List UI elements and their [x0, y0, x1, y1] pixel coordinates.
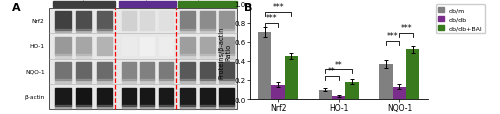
Bar — [55, 62, 70, 81]
Bar — [49, 9, 236, 109]
Bar — [55, 105, 70, 109]
Bar — [96, 88, 112, 106]
Bar — [180, 29, 195, 33]
Text: B: B — [244, 3, 252, 13]
Bar — [332, 96, 345, 99]
Bar — [346, 82, 359, 99]
Bar — [96, 29, 112, 33]
Bar — [220, 62, 234, 81]
Bar — [380, 64, 392, 99]
Bar — [96, 62, 112, 81]
Bar — [140, 12, 154, 30]
Bar — [76, 88, 92, 106]
Bar — [220, 80, 234, 83]
Text: **: ** — [335, 60, 342, 69]
Bar — [140, 105, 154, 109]
Bar — [159, 80, 174, 83]
Bar — [96, 80, 112, 83]
Bar — [140, 37, 154, 56]
Text: db/db: db/db — [138, 0, 156, 1]
Bar — [76, 12, 92, 30]
Y-axis label: Proteins/β-actin
Ratio: Proteins/β-actin Ratio — [218, 26, 232, 78]
Bar — [220, 88, 234, 106]
Text: HO-1: HO-1 — [30, 44, 44, 49]
Bar — [76, 62, 92, 81]
Bar — [220, 105, 234, 109]
Bar — [180, 80, 195, 83]
Bar — [159, 105, 174, 109]
Bar — [96, 37, 112, 56]
Text: β-actin: β-actin — [24, 94, 44, 99]
Bar — [55, 12, 70, 30]
Bar — [220, 37, 234, 56]
Bar — [76, 105, 92, 109]
Text: ***: *** — [266, 14, 277, 23]
Bar — [122, 37, 136, 56]
Bar — [200, 55, 214, 58]
Bar — [180, 55, 195, 58]
Bar — [140, 80, 154, 83]
Bar — [122, 80, 136, 83]
Bar — [96, 12, 112, 30]
Bar — [180, 105, 195, 109]
Bar — [220, 55, 234, 58]
Bar — [285, 57, 298, 99]
Text: NQO-1: NQO-1 — [25, 69, 44, 74]
Text: A: A — [12, 3, 21, 13]
Bar — [159, 62, 174, 81]
Legend: db/m, db/db, db/db+BAI: db/m, db/db, db/db+BAI — [436, 5, 485, 34]
Bar — [200, 37, 214, 56]
Bar — [159, 88, 174, 106]
Bar — [200, 62, 214, 81]
Bar — [55, 29, 70, 33]
Bar — [178, 2, 236, 8]
Bar — [122, 105, 136, 109]
Bar — [200, 80, 214, 83]
Bar — [200, 88, 214, 106]
Bar — [406, 50, 419, 99]
Bar — [76, 37, 92, 56]
Bar — [200, 12, 214, 30]
Bar — [120, 2, 176, 8]
Bar — [159, 12, 174, 30]
Bar — [96, 105, 112, 109]
Bar — [180, 62, 195, 81]
Text: Nrf2: Nrf2 — [32, 19, 44, 24]
Text: db/m: db/m — [76, 0, 92, 1]
Bar — [122, 62, 136, 81]
Bar — [200, 105, 214, 109]
Bar — [76, 29, 92, 33]
Bar — [392, 87, 406, 99]
Text: ***: *** — [387, 32, 398, 41]
Bar — [52, 2, 114, 8]
Text: ***: *** — [400, 24, 412, 33]
Bar — [318, 90, 332, 99]
Bar — [55, 55, 70, 58]
Bar — [55, 80, 70, 83]
Bar — [200, 29, 214, 33]
Bar — [272, 85, 285, 99]
Bar — [122, 88, 136, 106]
Bar — [180, 12, 195, 30]
Bar — [76, 80, 92, 83]
Bar — [258, 33, 272, 99]
Bar — [55, 88, 70, 106]
Bar — [220, 29, 234, 33]
Bar — [220, 12, 234, 30]
Text: ***: *** — [272, 3, 284, 12]
Text: db/db+BAI: db/db+BAI — [190, 0, 224, 1]
Bar — [140, 88, 154, 106]
Bar — [159, 37, 174, 56]
Text: **: ** — [328, 67, 336, 76]
Bar — [122, 12, 136, 30]
Bar — [180, 88, 195, 106]
Bar — [55, 37, 70, 56]
Bar — [180, 37, 195, 56]
Bar — [140, 62, 154, 81]
Bar — [76, 55, 92, 58]
